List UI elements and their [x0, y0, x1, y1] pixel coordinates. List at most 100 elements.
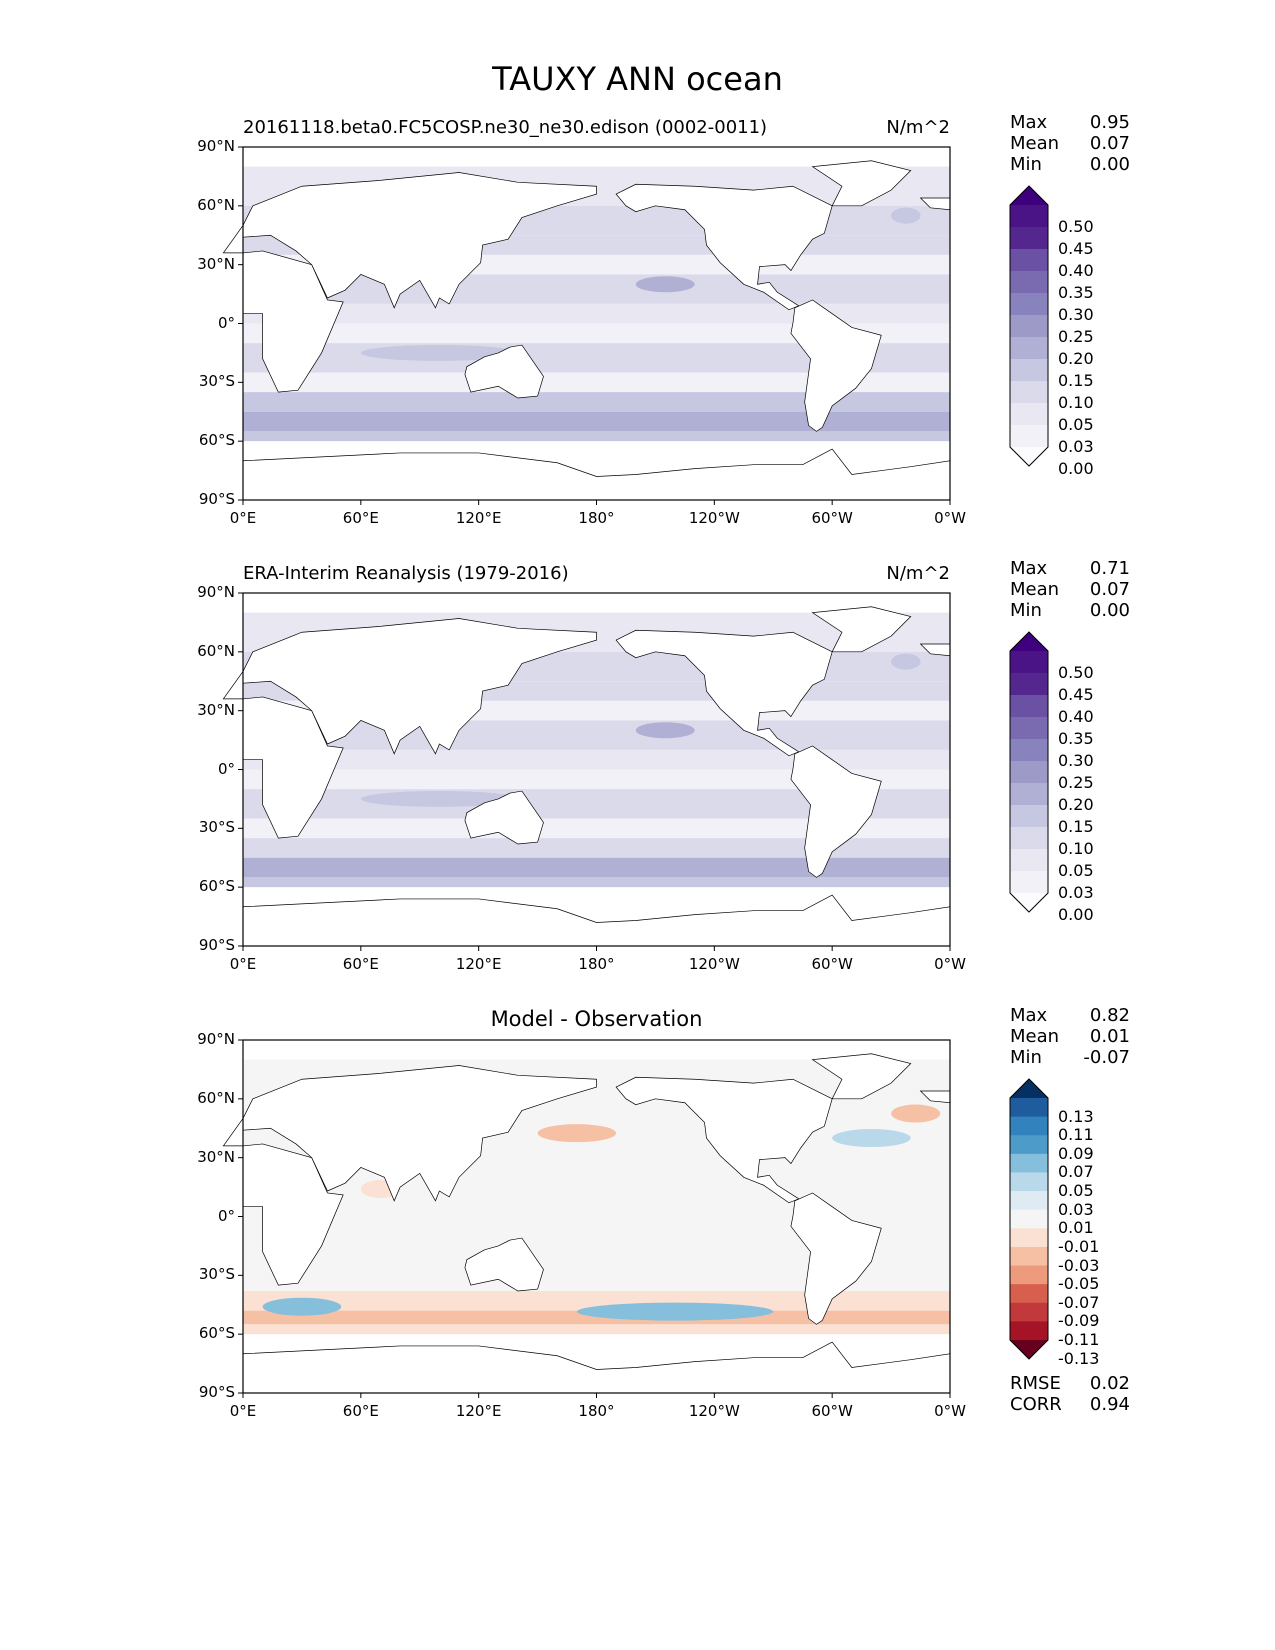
colorbar-tick-label: 0.30 — [1058, 305, 1094, 324]
coastline — [222, 172, 597, 309]
panel-subtitle: Model - Observation — [490, 1007, 703, 1031]
coastline — [242, 250, 344, 393]
coastline — [222, 618, 597, 755]
lat-tick-label: 90°N — [197, 583, 235, 601]
stat-value: 0.00 — [1089, 600, 1130, 621]
colorbar-tick-label: -0.09 — [1058, 1311, 1100, 1331]
lat-tick-label: 30°N — [197, 700, 235, 719]
lon-tick-label: 0°E — [229, 955, 257, 973]
coastline — [464, 790, 544, 845]
colorbar-segment — [1010, 1172, 1048, 1192]
colorbar-tick-label: 0.10 — [1058, 393, 1094, 412]
colorbar-segment — [1010, 1098, 1048, 1118]
contour-patch — [360, 790, 518, 807]
contour-band — [243, 323, 950, 344]
lat-tick-label: 60°S — [198, 1324, 235, 1343]
colorbar-tick-label: 0.09 — [1058, 1143, 1094, 1163]
map-panel-2 — [222, 592, 951, 951]
colorbar-segment — [1010, 337, 1048, 360]
contour-band — [243, 769, 950, 790]
colorbar-segment — [1010, 805, 1048, 828]
colorbar-tick-label: 0.15 — [1058, 371, 1094, 390]
contour-band — [243, 818, 950, 839]
coastline — [222, 1065, 597, 1202]
contour-band — [243, 274, 950, 304]
stat-value: 0.82 — [1089, 1005, 1130, 1026]
contour-patch — [537, 1124, 617, 1143]
lat-tick-label: 0° — [217, 759, 235, 778]
stat-label: Max — [1010, 112, 1048, 133]
lon-tick-label: 180° — [578, 1402, 615, 1420]
map-panel-3 — [222, 1039, 951, 1398]
lat-tick-label: 90°S — [198, 1383, 235, 1401]
coastline — [242, 1143, 344, 1286]
coastline — [811, 160, 912, 207]
colorbar-segment — [1010, 425, 1048, 448]
stat-value: 0.00 — [1089, 154, 1130, 175]
contour-patch — [891, 1104, 941, 1123]
colorbar-tick-label: 0.00 — [1058, 459, 1094, 478]
colorbar-segment — [1010, 403, 1048, 426]
lat-tick-label: 0° — [217, 1206, 235, 1225]
lon-tick-label: 60°W — [811, 509, 853, 527]
lat-tick-label: 30°N — [197, 1147, 235, 1166]
units-label: N/m^2 — [886, 563, 950, 584]
coastline — [464, 1237, 544, 1292]
colorbar-segment — [1010, 205, 1048, 228]
colorbar-segment — [1010, 271, 1048, 294]
panel-subtitle: 20161118.beta0.FC5COSP.ne30_ne30.edison … — [243, 117, 768, 138]
stat-value: 0.95 — [1089, 112, 1130, 133]
colorbar-tick-label: 0.20 — [1058, 795, 1094, 814]
lon-tick-label: 0°E — [229, 1402, 257, 1420]
coastline — [242, 1341, 951, 1394]
contour-band — [243, 372, 950, 393]
contour-band — [243, 392, 950, 412]
lon-tick-label: 180° — [578, 955, 615, 973]
stat-label: Min — [1010, 600, 1042, 621]
colorbar-tick-label: 0.40 — [1058, 707, 1094, 726]
coastline — [790, 299, 882, 432]
contour-band — [243, 1310, 950, 1325]
contour-band — [243, 857, 950, 878]
stat-label: Max — [1010, 558, 1048, 579]
stat-value: 0.07 — [1089, 133, 1130, 154]
lon-tick-label: 0°E — [229, 509, 257, 527]
coastline — [811, 606, 912, 653]
coastline — [615, 183, 833, 311]
colorbar-segment — [1010, 695, 1048, 718]
colorbar — [1009, 631, 1049, 913]
colorbar-tick-label: 0.05 — [1058, 415, 1094, 434]
contour-band — [243, 411, 950, 432]
colorbar-tick-label: 0.10 — [1058, 839, 1094, 858]
lon-tick-label: 120°E — [455, 955, 502, 973]
colorbar-tick-label: -0.07 — [1058, 1292, 1100, 1312]
corr-value: 0.94 — [1089, 1394, 1130, 1415]
lat-tick-label: 30°S — [198, 818, 235, 837]
lat-tick-label: 30°S — [198, 372, 235, 391]
colorbar-tick-label: 0.05 — [1058, 1181, 1094, 1201]
lon-tick-label: 60°W — [811, 1402, 853, 1420]
units-label: N/m^2 — [886, 117, 950, 138]
stat-label: Min — [1010, 1047, 1042, 1068]
rmse-label: RMSE — [1010, 1373, 1061, 1394]
lat-tick-label: 90°N — [197, 137, 235, 155]
coastline — [790, 1192, 882, 1325]
colorbar-segment — [1010, 739, 1048, 762]
colorbar-segment — [1010, 227, 1048, 250]
colorbar-tick-label: 0.50 — [1058, 663, 1094, 682]
figure-title: TAUXY ANN ocean — [492, 60, 783, 98]
colorbar-tick-label: 0.40 — [1058, 261, 1094, 280]
colorbar-segment — [1010, 849, 1048, 872]
colorbar-segment — [1010, 1135, 1048, 1155]
colorbar — [1009, 1078, 1049, 1360]
contour-band — [243, 838, 950, 858]
lat-tick-label: 90°S — [198, 490, 235, 508]
coastline — [242, 448, 951, 501]
contour-band — [243, 877, 950, 888]
colorbar-segment — [1010, 1265, 1048, 1285]
contour-patch — [635, 722, 695, 739]
lat-tick-label: 60°N — [197, 641, 235, 660]
colorbar-segment — [1010, 1228, 1048, 1248]
colorbar-segment — [1010, 761, 1048, 784]
